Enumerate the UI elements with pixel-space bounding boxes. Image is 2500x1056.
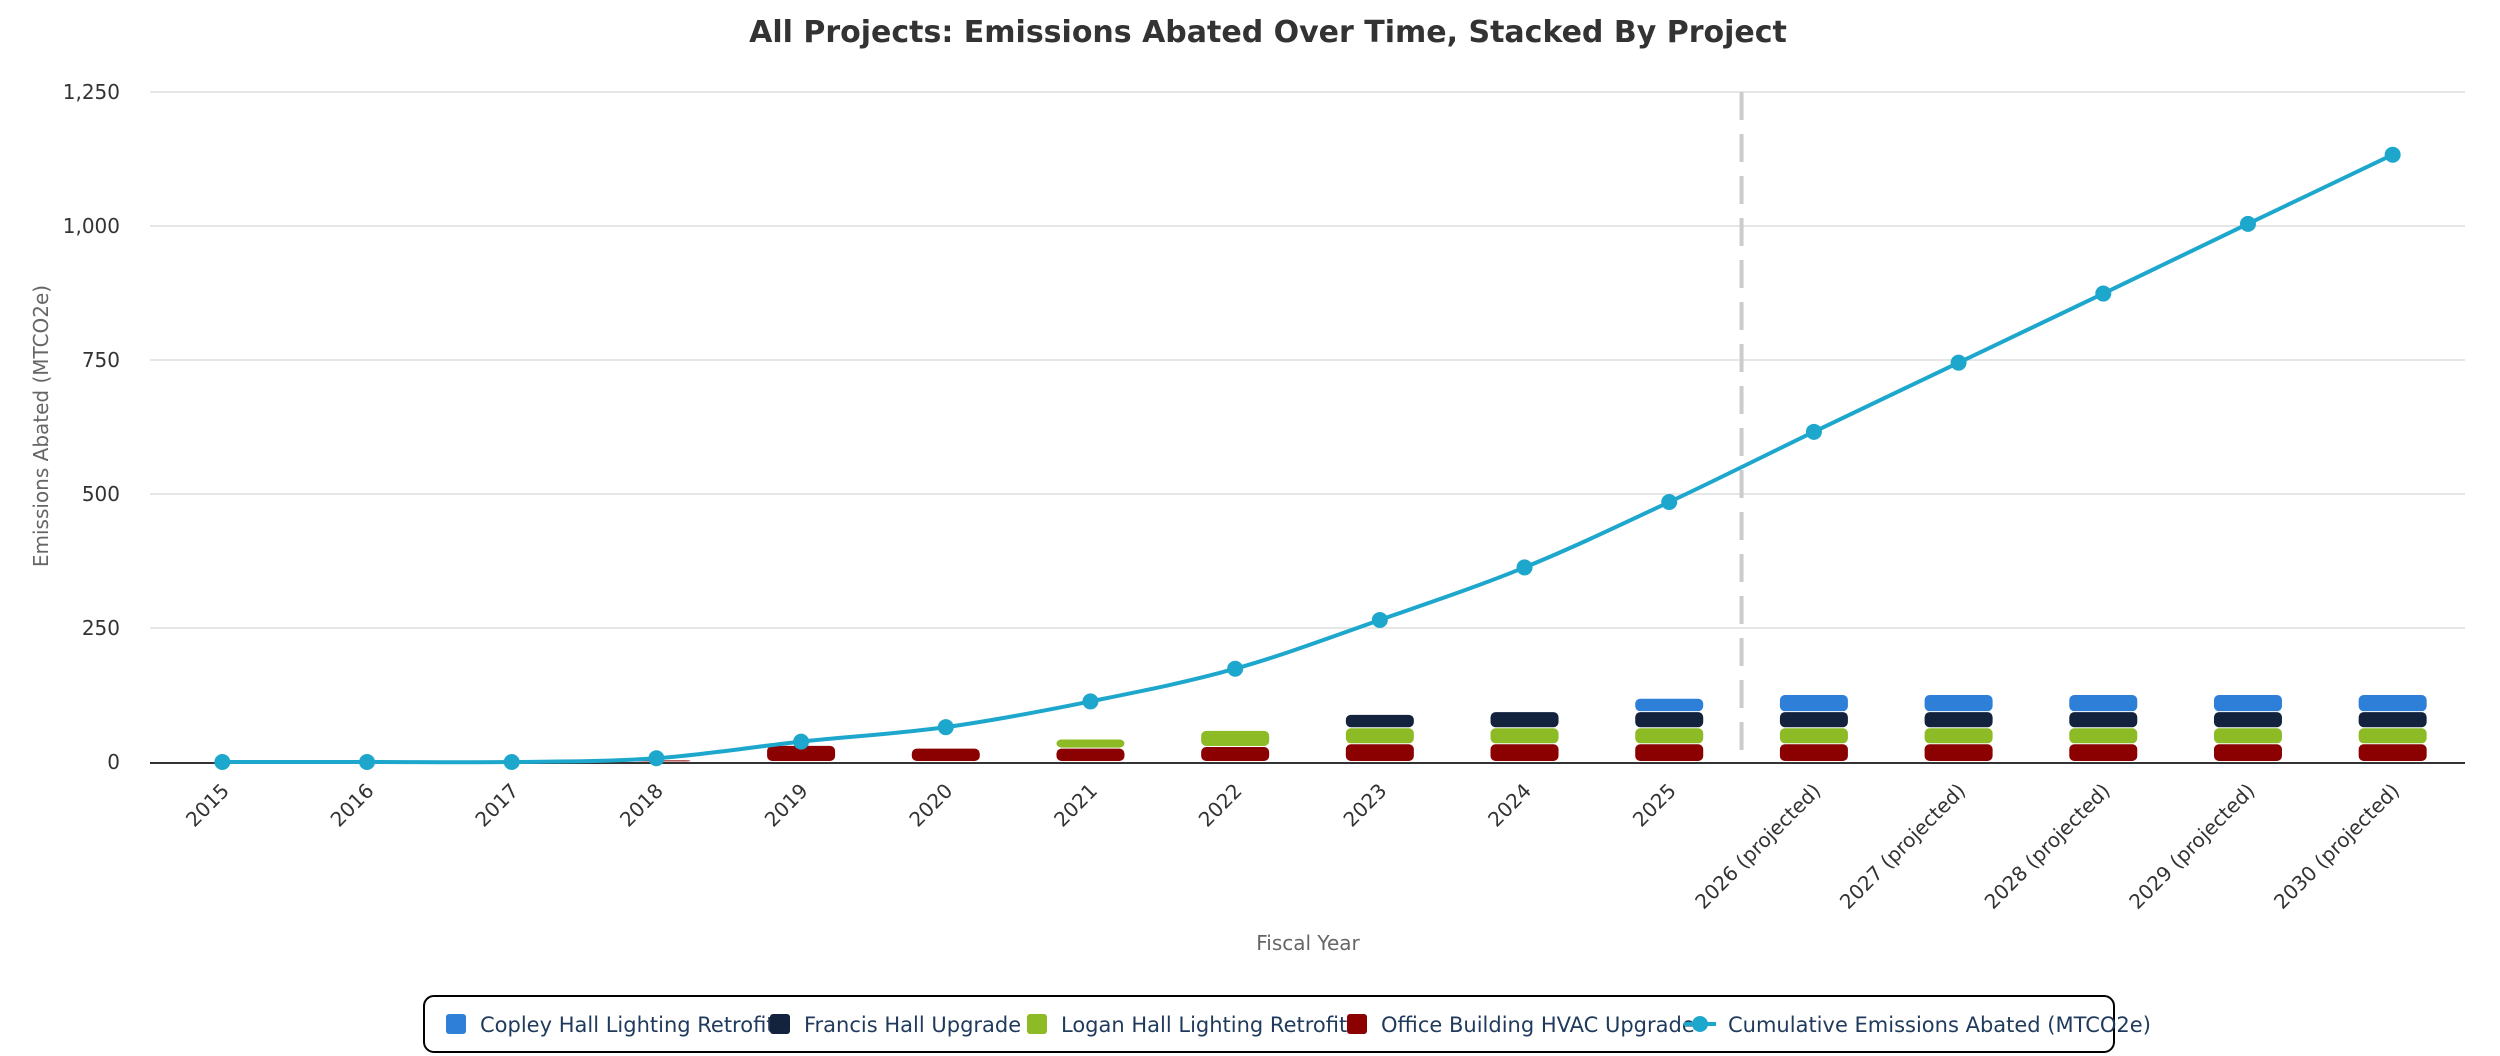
bar-copley-hall-lighting-retrofit[interactable]	[2358, 695, 2427, 712]
cumulative-point[interactable]	[793, 733, 810, 750]
x-tick-label: 2025	[1628, 779, 1681, 832]
y-tick-label: 0	[107, 750, 120, 774]
legend-label-office-building-hvac-upgrade[interactable]: Office Building HVAC Upgrade	[1381, 1013, 1695, 1037]
bar-office-building-hvac-upgrade[interactable]	[1490, 744, 1559, 761]
cumulative-point[interactable]	[937, 719, 954, 736]
bar-office-building-hvac-upgrade[interactable]	[1779, 744, 1848, 761]
bar-copley-hall-lighting-retrofit[interactable]	[2213, 695, 2282, 712]
bar-office-building-hvac-upgrade[interactable]	[2358, 744, 2427, 761]
bar-francis-hall-upgrade[interactable]	[1779, 712, 1848, 728]
gridlines	[150, 91, 2465, 629]
x-tick-label: 2026 (projected)	[1690, 779, 1825, 914]
y-tick-label: 1,000	[63, 214, 120, 238]
cumulative-point[interactable]	[2239, 215, 2256, 232]
x-tick-label: 2023	[1338, 779, 1391, 832]
legend-swatch-francis-hall-upgrade[interactable]	[770, 1014, 790, 1034]
bar-logan-hall-lighting-retrofit[interactable]	[1490, 728, 1559, 744]
legend-label-cumulative-emissions-abated-mtco2e[interactable]: Cumulative Emissions Abated (MTCO2e)	[1728, 1013, 2151, 1037]
cumulative-point[interactable]	[1661, 494, 1678, 511]
bar-office-building-hvac-upgrade[interactable]	[1924, 744, 1993, 761]
cumulative-line-series	[214, 146, 2401, 770]
bar-francis-hall-upgrade[interactable]	[1924, 712, 1993, 728]
cumulative-point[interactable]	[503, 754, 520, 770]
bar-copley-hall-lighting-retrofit[interactable]	[1779, 695, 1848, 712]
cumulative-point[interactable]	[1805, 423, 1822, 440]
y-axis-title: Emissions Abated (MTCO2e)	[29, 285, 53, 567]
cumulative-point[interactable]	[214, 754, 231, 770]
legend-swatch-office-building-hvac-upgrade[interactable]	[1347, 1014, 1367, 1034]
x-tick-label: 2022	[1194, 779, 1247, 832]
x-tick-label: 2018	[615, 779, 668, 832]
bar-francis-hall-upgrade[interactable]	[1490, 712, 1559, 728]
bar-logan-hall-lighting-retrofit[interactable]	[1345, 728, 1414, 744]
x-tick-label: 2030 (projected)	[2269, 779, 2404, 914]
legend-label-logan-hall-lighting-retrofit[interactable]: Logan Hall Lighting Retrofit	[1061, 1013, 1347, 1037]
x-axis-title: Fiscal Year	[1256, 931, 1360, 955]
bar-office-building-hvac-upgrade[interactable]	[1345, 744, 1414, 761]
cumulative-point[interactable]	[1227, 660, 1244, 677]
bars	[622, 695, 2427, 762]
legend-label-francis-hall-upgrade[interactable]: Francis Hall Upgrade	[804, 1013, 1021, 1037]
bar-francis-hall-upgrade[interactable]	[1635, 712, 1704, 728]
bar-office-building-hvac-upgrade[interactable]	[911, 748, 980, 761]
x-tick-label: 2028 (projected)	[1980, 779, 2115, 914]
cumulative-point[interactable]	[2384, 146, 2401, 163]
legend: Copley Hall Lighting Retrofit Francis Hal…	[423, 995, 2151, 1053]
bar-francis-hall-upgrade[interactable]	[2069, 712, 2138, 728]
bar-copley-hall-lighting-retrofit[interactable]	[1924, 695, 1993, 712]
cumulative-point[interactable]	[1950, 354, 1967, 371]
bar-copley-hall-lighting-retrofit[interactable]	[1635, 698, 1704, 712]
bar-logan-hall-lighting-retrofit[interactable]	[1779, 728, 1848, 744]
y-tick-label: 500	[82, 482, 120, 506]
y-tick-label: 250	[82, 616, 120, 640]
cumulative-point[interactable]	[1082, 693, 1099, 710]
bar-copley-hall-lighting-retrofit[interactable]	[2069, 695, 2138, 712]
y-tick-label: 1,250	[63, 80, 120, 104]
cumulative-point[interactable]	[359, 754, 376, 770]
bar-logan-hall-lighting-retrofit[interactable]	[1056, 739, 1125, 748]
x-tick-label: 2015	[181, 779, 234, 832]
bar-logan-hall-lighting-retrofit[interactable]	[2069, 728, 2138, 744]
bar-office-building-hvac-upgrade[interactable]	[2213, 744, 2282, 761]
bar-francis-hall-upgrade[interactable]	[2213, 712, 2282, 728]
cumulative-point[interactable]	[1371, 611, 1388, 628]
legend-label-copley-hall-lighting-retrofit[interactable]: Copley Hall Lighting Retrofit	[480, 1013, 775, 1037]
bar-office-building-hvac-upgrade[interactable]	[2069, 744, 2138, 761]
bar-office-building-hvac-upgrade[interactable]	[767, 745, 836, 761]
x-axis-ticks: 2015 2016 2017 2018 2019 2020 2021 2022 2023 2024…	[181, 779, 2404, 914]
bar-logan-hall-lighting-retrofit[interactable]	[2213, 728, 2282, 744]
cumulative-line	[222, 152, 2394, 765]
cumulative-point[interactable]	[648, 750, 665, 767]
bar-francis-hall-upgrade[interactable]	[1345, 714, 1414, 728]
bar-logan-hall-lighting-retrofit[interactable]	[1635, 728, 1704, 744]
x-tick-label: 2020	[904, 779, 957, 832]
legend-marker[interactable]	[1692, 1016, 1708, 1032]
x-tick-label: 2016	[326, 779, 379, 832]
cumulative-point[interactable]	[1516, 559, 1533, 576]
bar-office-building-hvac-upgrade[interactable]	[1056, 748, 1125, 761]
bar-logan-hall-lighting-retrofit[interactable]	[2358, 728, 2427, 744]
y-tick-label: 750	[82, 348, 120, 372]
x-tick-label: 2029 (projected)	[2124, 779, 2259, 914]
bar-logan-hall-lighting-retrofit[interactable]	[1201, 730, 1270, 746]
x-tick-label: 2027 (projected)	[1835, 779, 1970, 914]
legend-box	[423, 995, 2115, 1053]
x-tick-label: 2024	[1483, 779, 1536, 832]
x-tick-label: 2019	[760, 779, 813, 832]
x-tick-label: 2021	[1049, 779, 1102, 832]
bar-logan-hall-lighting-retrofit[interactable]	[1924, 728, 1993, 744]
bar-office-building-hvac-upgrade[interactable]	[1635, 744, 1704, 761]
bar-francis-hall-upgrade[interactable]	[2358, 712, 2427, 728]
cumulative-point[interactable]	[2095, 285, 2112, 302]
y-axis-ticks: 0 250 500 750 1,000 1,250	[63, 80, 120, 774]
legend-swatch-logan-hall-lighting-retrofit[interactable]	[1027, 1014, 1047, 1034]
legend-swatch-copley-hall-lighting-retrofit[interactable]	[446, 1014, 466, 1034]
x-tick-label: 2017	[470, 779, 523, 832]
chart-title: All Projects: Emissions Abated Over Time…	[749, 15, 1787, 50]
bar-office-building-hvac-upgrade[interactable]	[1201, 746, 1270, 761]
